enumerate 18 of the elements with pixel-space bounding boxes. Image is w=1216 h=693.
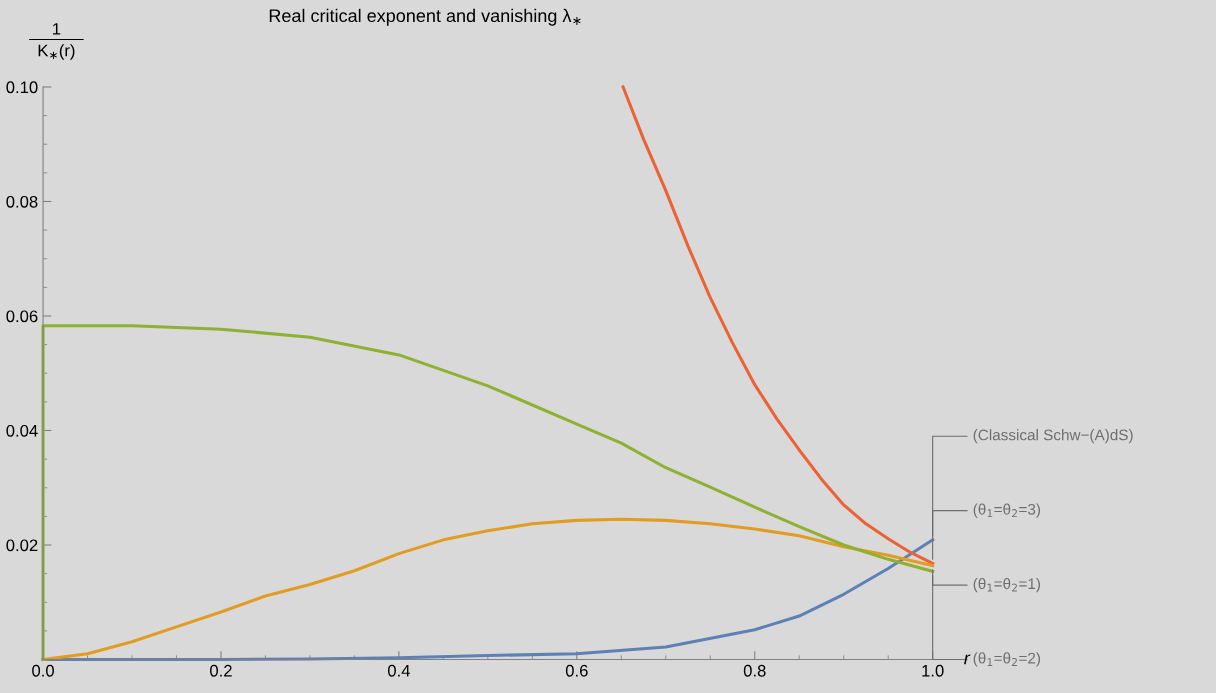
x-tick-label: 0.6 [565, 664, 588, 677]
x-tick-label: 0.2 [210, 664, 232, 677]
y-tick-label: 0.04 [6, 424, 38, 437]
x-axis-title: r [964, 654, 971, 665]
y-tick-label: 0.02 [6, 539, 38, 552]
text: (Classical Schw−(A)dS) [973, 429, 1133, 444]
text: (θ$_{1}$=θ$_{2}$=3) [973, 503, 1040, 518]
y-tick-label: 0.06 [6, 310, 38, 323]
y-tick-label: 0.10 [6, 81, 38, 94]
x-tick-label: 0.0 [32, 664, 54, 677]
x-tick-label: 0.4 [387, 664, 410, 677]
x-tick-label: 1.0 [922, 664, 944, 677]
x-tick-label: 0.8 [743, 664, 766, 677]
text: (θ$_{1}$=θ$_{2}$=2) [973, 652, 1040, 667]
text: (θ$_{1}$=θ$_{2}$=1) [973, 577, 1040, 593]
y-tick-label: 0.08 [6, 195, 38, 208]
y-axis-title: 1 K$_{∗}$(r) [38, 23, 75, 60]
chart-title: Real critical exponent and vanishing λ$_{∗}$ [269, 8, 581, 26]
